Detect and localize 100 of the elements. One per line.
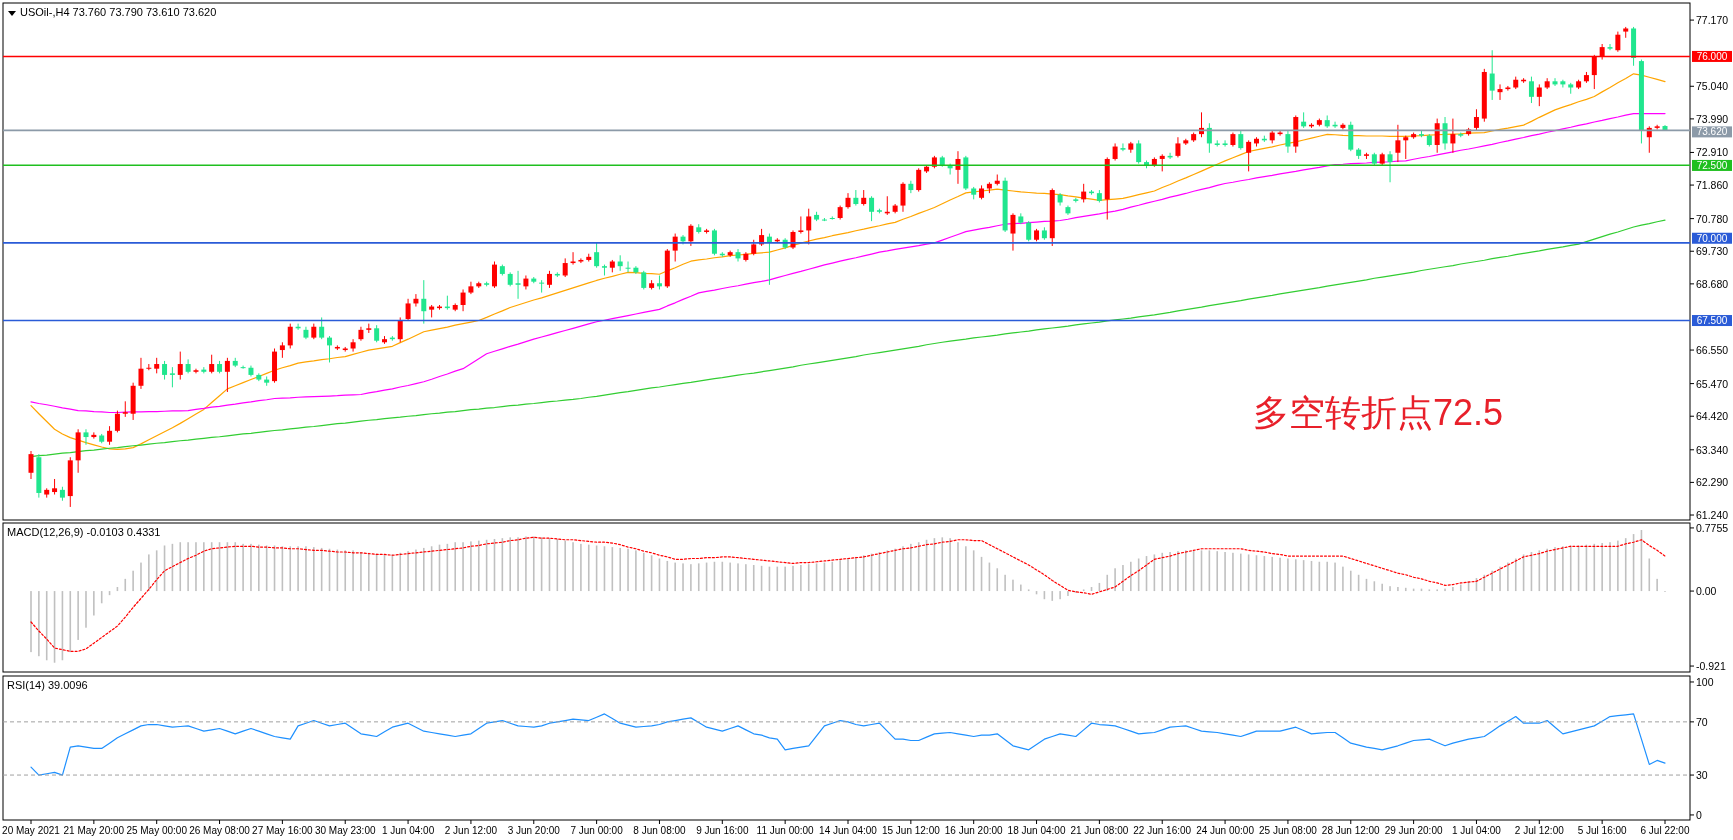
candlestick: [1473, 108, 1479, 132]
candlestick: [350, 338, 356, 353]
candlestick: [515, 270, 521, 300]
y-tick-label: 70: [1696, 715, 1708, 728]
candlestick: [1057, 192, 1063, 207]
line-series: [30, 713, 1666, 776]
candlestick: [1442, 116, 1448, 151]
candlestick: [688, 223, 694, 247]
candlestick: [539, 279, 545, 294]
y-tick-label: 30: [1696, 769, 1708, 782]
candlestick: [114, 410, 120, 433]
x-tick-label: 3 Jun 20:00: [507, 825, 561, 836]
y-tick-label: 0.00: [1696, 585, 1717, 598]
candlestick: [1497, 83, 1503, 101]
x-tick-label: 11 Jun 00:00: [756, 825, 815, 836]
candlestick: [1120, 142, 1126, 152]
x-tick-label: 25 May 00:00: [126, 825, 188, 836]
candlestick: [1395, 124, 1401, 163]
candlestick: [491, 261, 497, 289]
x-tick-label: 24 Jun 00:00: [1196, 825, 1255, 836]
line-series: [30, 536, 1666, 652]
y-tick-label: -0.921: [1696, 660, 1726, 673]
candlestick: [1238, 130, 1244, 151]
x-tick-label: 6 Jul 22:00: [1640, 825, 1690, 836]
candlestick: [1136, 139, 1142, 165]
candlestick: [1010, 212, 1016, 252]
candlestick: [1489, 49, 1495, 101]
y-tick-label: 0: [1696, 808, 1702, 821]
x-tick-label: 1 Jul 04:00: [1451, 825, 1502, 836]
y-tick-label: 100: [1696, 675, 1714, 688]
ref-line-label: 72.500: [1696, 159, 1728, 171]
candlestick: [1403, 135, 1409, 160]
y-tick-label: 77.170: [1696, 14, 1729, 27]
candlestick: [83, 428, 89, 446]
candlestick: [594, 242, 600, 269]
candlestick: [798, 215, 804, 235]
candlestick: [209, 354, 215, 374]
x-tick-label: 14 Jun 04:00: [819, 825, 878, 836]
candlestick: [1175, 136, 1181, 158]
x-tick-label: 20 May 2021: [2, 825, 61, 836]
candlestick: [327, 335, 333, 363]
y-tick-label: 71.860: [1696, 179, 1729, 192]
chart-title: RSI(14) 39.0096: [7, 679, 88, 691]
y-tick-label: 62.290: [1696, 476, 1729, 489]
candlestick: [397, 316, 403, 343]
candlestick: [562, 257, 568, 278]
candlestick: [287, 323, 293, 349]
x-tick-label: 26 May 08:00: [189, 825, 251, 836]
ref-line-label: 70.000: [1696, 232, 1728, 244]
candlestick: [869, 195, 875, 222]
candlestick: [1206, 122, 1212, 154]
candlestick: [1387, 150, 1393, 183]
candlestick: [107, 425, 113, 446]
x-tick-label: 25 Jun 08:00: [1259, 825, 1318, 836]
candlestick: [405, 298, 411, 322]
y-tick-label: 75.040: [1696, 80, 1729, 93]
x-tick-label: 18 Jun 04:00: [1007, 825, 1066, 836]
candlestick: [1026, 220, 1032, 242]
y-tick-label: 64.420: [1696, 410, 1729, 423]
candlestick: [1560, 79, 1566, 89]
y-tick-label: 66.550: [1696, 344, 1729, 357]
candlestick: [641, 270, 647, 290]
candlestick: [900, 181, 906, 213]
line-series: [30, 73, 1666, 451]
candlestick: [1528, 76, 1534, 104]
candlestick: [806, 208, 812, 245]
candlestick: [1552, 77, 1558, 87]
candlestick: [1285, 130, 1291, 154]
candlestick: [1340, 122, 1346, 130]
y-tick-label: 63.340: [1696, 443, 1729, 456]
candlestick: [1081, 183, 1087, 203]
x-tick-label: 7 Jun 00:00: [570, 825, 624, 836]
x-tick-label: 8 Jun 08:00: [633, 825, 687, 836]
candlestick: [735, 248, 741, 262]
candlestick: [421, 279, 427, 325]
candlestick: [162, 360, 168, 381]
x-tick-label: 29 Jun 20:00: [1384, 825, 1443, 836]
candlestick: [1615, 31, 1621, 53]
ref-line-label: 73.620: [1696, 126, 1728, 138]
x-tick-label: 27 May 16:00: [252, 825, 314, 836]
x-tick-label: 21 May 20:00: [63, 825, 125, 836]
ref-line-label: 76.000: [1696, 50, 1728, 62]
x-tick-label: 30 May 23:00: [314, 825, 376, 836]
candlestick: [319, 316, 325, 340]
candlestick: [1450, 118, 1456, 154]
x-tick-label: 21 Jun 08:00: [1070, 825, 1129, 836]
x-tick-label: 22 Jun 16:00: [1133, 825, 1192, 836]
candlestick: [1246, 139, 1252, 172]
candlestick: [224, 357, 230, 393]
candlestick: [177, 351, 183, 381]
candlestick: [169, 366, 175, 388]
x-tick-label: 15 Jun 12:00: [881, 825, 941, 836]
annotation: 多空转折点72.5: [1253, 392, 1504, 433]
chart-title: USOil-,H4 73.760 73.790 73.610 73.620: [20, 6, 217, 18]
candlestick: [460, 288, 466, 312]
candlestick: [829, 215, 835, 221]
candlestick: [1434, 118, 1440, 154]
x-tick-label: 28 Jun 12:00: [1321, 825, 1381, 836]
candlestick: [138, 357, 144, 390]
y-tick-label: 61.240: [1696, 509, 1729, 522]
